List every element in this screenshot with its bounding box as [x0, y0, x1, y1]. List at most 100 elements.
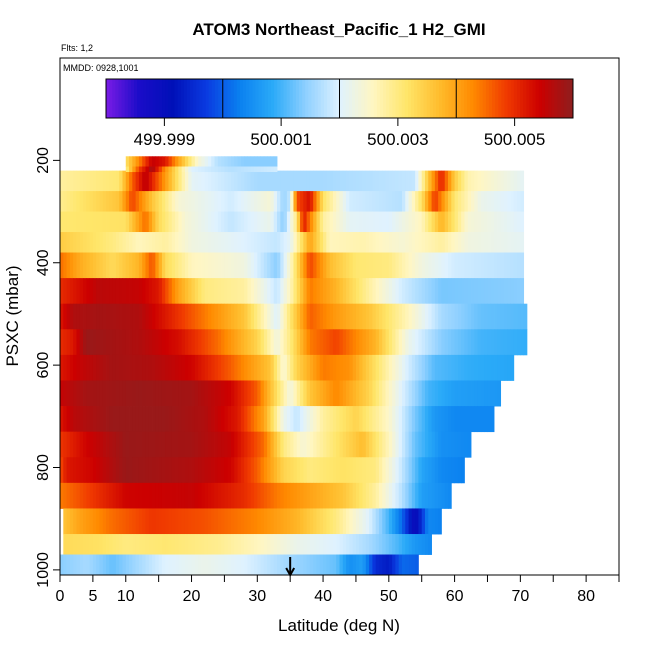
heatmap-cell — [224, 380, 229, 407]
heatmap-cell — [247, 166, 252, 173]
heatmap-cell — [211, 354, 215, 381]
heatmap-cell — [424, 354, 429, 381]
heatmap-cell — [415, 329, 419, 356]
heatmap-cell — [142, 406, 146, 433]
heatmap-cell — [454, 406, 459, 433]
heatmap-cell — [329, 482, 334, 509]
heatmap-cell — [234, 166, 238, 173]
heatmap-cell — [303, 482, 308, 509]
heatmap-cell — [451, 380, 455, 407]
heatmap-cell — [362, 508, 367, 535]
heatmap-cell — [198, 354, 202, 381]
heatmap-cell — [96, 232, 100, 253]
heatmap-cell — [260, 191, 265, 212]
colorbar-swatch — [292, 79, 297, 118]
heatmap-cell — [339, 534, 344, 555]
heatmap-cell — [191, 278, 196, 305]
heatmap-cell — [76, 211, 81, 233]
heatmap-cell — [474, 329, 479, 356]
heatmap-cell — [217, 166, 222, 173]
heatmap-cell — [487, 354, 492, 381]
heatmap-cell — [270, 232, 275, 253]
heatmap-cell — [122, 354, 127, 381]
heatmap-cell — [316, 380, 321, 407]
colorbar-swatch — [218, 79, 222, 118]
heatmap-cell — [388, 211, 393, 233]
heatmap-cell — [418, 534, 423, 555]
heatmap-cell — [398, 534, 403, 555]
heatmap-cell — [158, 406, 163, 433]
heatmap-cell — [221, 303, 225, 330]
heatmap-cell — [96, 431, 100, 458]
heatmap-cell — [490, 380, 495, 407]
heatmap-cell — [142, 156, 146, 167]
heatmap-cell — [142, 329, 146, 356]
heatmap-cell — [204, 380, 209, 407]
heatmap-cell — [115, 329, 120, 356]
heatmap-cell — [191, 329, 196, 356]
heatmap-cell — [221, 354, 225, 381]
heatmap-cell — [503, 170, 508, 192]
heatmap-cell — [319, 232, 324, 253]
heatmap-cell — [106, 232, 110, 253]
heatmap-cell — [464, 232, 469, 253]
heatmap-cell — [438, 508, 442, 535]
heatmap-cell — [448, 329, 452, 356]
heatmap-cell — [520, 252, 525, 279]
heatmap-cell — [388, 278, 393, 305]
heatmap-cell — [158, 211, 163, 233]
heatmap-cell — [405, 406, 409, 433]
heatmap-cell — [125, 252, 130, 279]
heatmap-cell — [464, 354, 469, 381]
heatmap-cell — [270, 508, 275, 535]
heatmap-cell — [434, 329, 439, 356]
heatmap-cell — [477, 191, 482, 212]
heatmap-cell — [451, 329, 455, 356]
heatmap-cell — [267, 431, 271, 458]
heatmap-cell — [132, 380, 137, 407]
heatmap-cell — [221, 554, 225, 575]
heatmap-cell — [398, 554, 403, 575]
heatmap-cell — [99, 211, 104, 233]
heatmap-cell — [339, 380, 344, 407]
heatmap-cell — [461, 329, 465, 356]
heatmap-cell — [378, 278, 383, 305]
heatmap-cell — [424, 191, 429, 212]
heatmap-cell — [148, 380, 153, 407]
heatmap-cell — [484, 211, 488, 233]
heatmap-cell — [434, 457, 439, 484]
heatmap-cell — [129, 482, 133, 509]
heatmap-cell — [106, 211, 110, 233]
heatmap-cell — [346, 329, 350, 356]
heatmap-cell — [125, 156, 130, 167]
heatmap-cell — [237, 482, 242, 509]
heatmap-cell — [323, 211, 327, 233]
heatmap-cell — [497, 232, 502, 253]
heatmap-cell — [286, 252, 291, 279]
heatmap-cell — [510, 252, 515, 279]
heatmap-cell — [263, 380, 268, 407]
heatmap-cell — [76, 303, 81, 330]
heatmap-cell — [201, 252, 206, 279]
heatmap-cell — [346, 191, 350, 212]
heatmap-cell — [240, 211, 245, 233]
heatmap-cell — [309, 252, 314, 279]
heatmap-cell — [461, 380, 465, 407]
heatmap-cell — [273, 156, 278, 167]
heatmap-cell — [230, 211, 235, 233]
heatmap-cell — [444, 252, 449, 279]
heatmap-cell — [411, 191, 416, 212]
heatmap-cell — [250, 380, 255, 407]
heatmap-cell — [102, 406, 107, 433]
heatmap-cell — [362, 431, 367, 458]
heatmap-cell — [214, 191, 219, 212]
heatmap-cell — [92, 303, 97, 330]
heatmap-cell — [138, 406, 143, 433]
heatmap-cell — [119, 329, 123, 356]
heatmap-cell — [342, 554, 347, 575]
heatmap-cell — [119, 191, 123, 212]
colorbar-swatch — [361, 79, 365, 118]
heatmap-cell — [378, 329, 383, 356]
heatmap-cell — [507, 278, 511, 305]
heatmap-cell — [438, 278, 442, 305]
